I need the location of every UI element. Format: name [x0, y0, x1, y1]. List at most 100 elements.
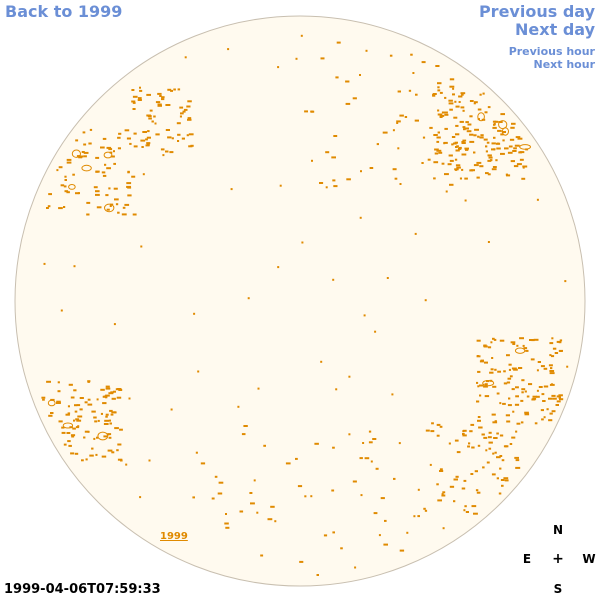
sky-feature-mark	[455, 149, 460, 152]
sky-feature-mark	[493, 136, 496, 139]
sky-feature-mark	[469, 133, 474, 136]
sky-feature-mark	[479, 394, 482, 397]
sky-feature-mark	[56, 169, 59, 172]
previous-hour-link[interactable]: Previous hour	[508, 45, 595, 58]
sky-feature-mark	[451, 136, 456, 138]
previous-day-link[interactable]: Previous day	[478, 2, 595, 21]
sky-feature-mark	[142, 131, 147, 133]
sky-feature-mark	[496, 477, 499, 480]
sky-feature-mark	[458, 101, 461, 103]
sky-feature-mark	[100, 388, 105, 391]
sky-feature-mark	[469, 115, 473, 118]
sky-feature-mark	[146, 142, 151, 145]
sky-feature-mark	[89, 454, 94, 457]
sky-feature-mark	[551, 410, 556, 413]
sky-feature-mark	[439, 91, 443, 94]
sky-feature-mark	[425, 429, 430, 432]
sky-feature-mark	[503, 477, 509, 480]
sky-feature-mark	[488, 441, 493, 444]
next-hour-link[interactable]: Next hour	[533, 58, 596, 71]
sky-feature-mark	[131, 175, 136, 178]
sky-feature-mark	[111, 411, 116, 414]
sky-feature-mark	[137, 97, 142, 100]
sky-feature-mark	[81, 459, 84, 462]
sky-feature-mark	[444, 127, 448, 130]
sky-feature-mark	[551, 337, 554, 340]
sky-feature-mark	[470, 473, 474, 475]
next-day-link[interactable]: Next day	[515, 20, 595, 39]
sky-feature-mark	[116, 396, 122, 399]
sky-feature-mark	[466, 130, 472, 133]
sky-feature-mark	[516, 344, 519, 347]
sky-feature-mark	[471, 505, 477, 508]
sky-feature-mark	[230, 188, 233, 191]
sky-feature-mark	[433, 134, 438, 136]
sky-feature-mark	[551, 394, 556, 397]
sky-feature-mark	[422, 136, 426, 139]
sky-feature-mark	[492, 166, 497, 168]
sky-feature-mark	[551, 355, 555, 358]
sky-feature-mark	[483, 138, 488, 141]
sky-feature-mark	[360, 170, 362, 173]
sky-feature-mark	[554, 352, 559, 354]
compass-south-label: S	[553, 582, 563, 596]
sky-feature-mark	[183, 108, 188, 111]
back-to-year-link[interactable]: Back to 1999	[5, 2, 123, 21]
sky-feature-mark	[148, 117, 152, 120]
sky-feature-mark	[491, 473, 496, 476]
sky-feature-mark	[417, 488, 420, 491]
sky-feature-mark	[159, 95, 162, 97]
sky-feature-mark	[122, 206, 126, 209]
sky-feature-mark	[448, 99, 453, 102]
sky-feature-mark	[479, 384, 484, 387]
sky-feature-mark	[41, 396, 46, 399]
sky-feature-mark	[146, 93, 151, 96]
sky-feature-mark	[359, 457, 363, 460]
sky-feature-mark	[348, 375, 351, 378]
sky-feature-mark	[437, 499, 442, 502]
sky-feature-mark	[437, 82, 442, 85]
sky-feature-mark	[513, 147, 517, 150]
sky-feature-mark	[463, 128, 466, 131]
sky-feature-mark	[117, 211, 120, 214]
sky-feature-mark	[60, 309, 63, 312]
sky-feature-mark	[516, 163, 522, 166]
sky-feature-mark	[100, 146, 105, 149]
sky-feature-mark	[105, 415, 108, 418]
sky-feature-mark	[452, 93, 455, 96]
sky-feature-mark	[177, 140, 180, 142]
sky-feature-mark	[148, 459, 151, 462]
sky-feature-mark	[75, 192, 80, 195]
sky-feature-mark	[93, 186, 98, 189]
sky-feature-mark	[295, 457, 298, 460]
sky-feature-mark	[494, 451, 497, 454]
sky-feature-mark	[469, 169, 474, 172]
sky-feature-mark	[540, 365, 545, 368]
sky-feature-mark	[105, 194, 109, 197]
sky-feature-mark	[501, 131, 506, 133]
sky-feature-mark	[56, 402, 61, 404]
sky-feature-mark	[279, 184, 282, 187]
sky-feature-mark	[75, 418, 80, 421]
sky-feature-mark	[491, 148, 495, 151]
sky-feature-mark	[247, 297, 250, 300]
sky-feature-mark	[534, 422, 538, 425]
sky-feature-mark	[515, 386, 519, 389]
sky-feature-mark	[552, 397, 557, 400]
year-link[interactable]: 1999	[160, 531, 188, 542]
sky-feature-mark	[499, 467, 502, 470]
sky-feature-mark	[102, 174, 107, 177]
sky-feature-mark	[83, 155, 87, 158]
sky-feature-mark	[437, 89, 441, 92]
sky-feature-mark	[487, 106, 491, 109]
sky-feature-mark	[107, 449, 113, 452]
sky-feature-mark	[525, 349, 529, 352]
sky-feature-mark	[433, 161, 439, 164]
sky-feature-mark	[558, 341, 562, 344]
sky-feature-mark	[506, 174, 511, 177]
sky-feature-mark	[325, 186, 328, 189]
sky-feature-mark	[524, 390, 527, 393]
sky-feature-mark	[346, 178, 351, 181]
sky-feature-mark	[483, 344, 487, 347]
sky-feature-mark	[555, 404, 559, 406]
